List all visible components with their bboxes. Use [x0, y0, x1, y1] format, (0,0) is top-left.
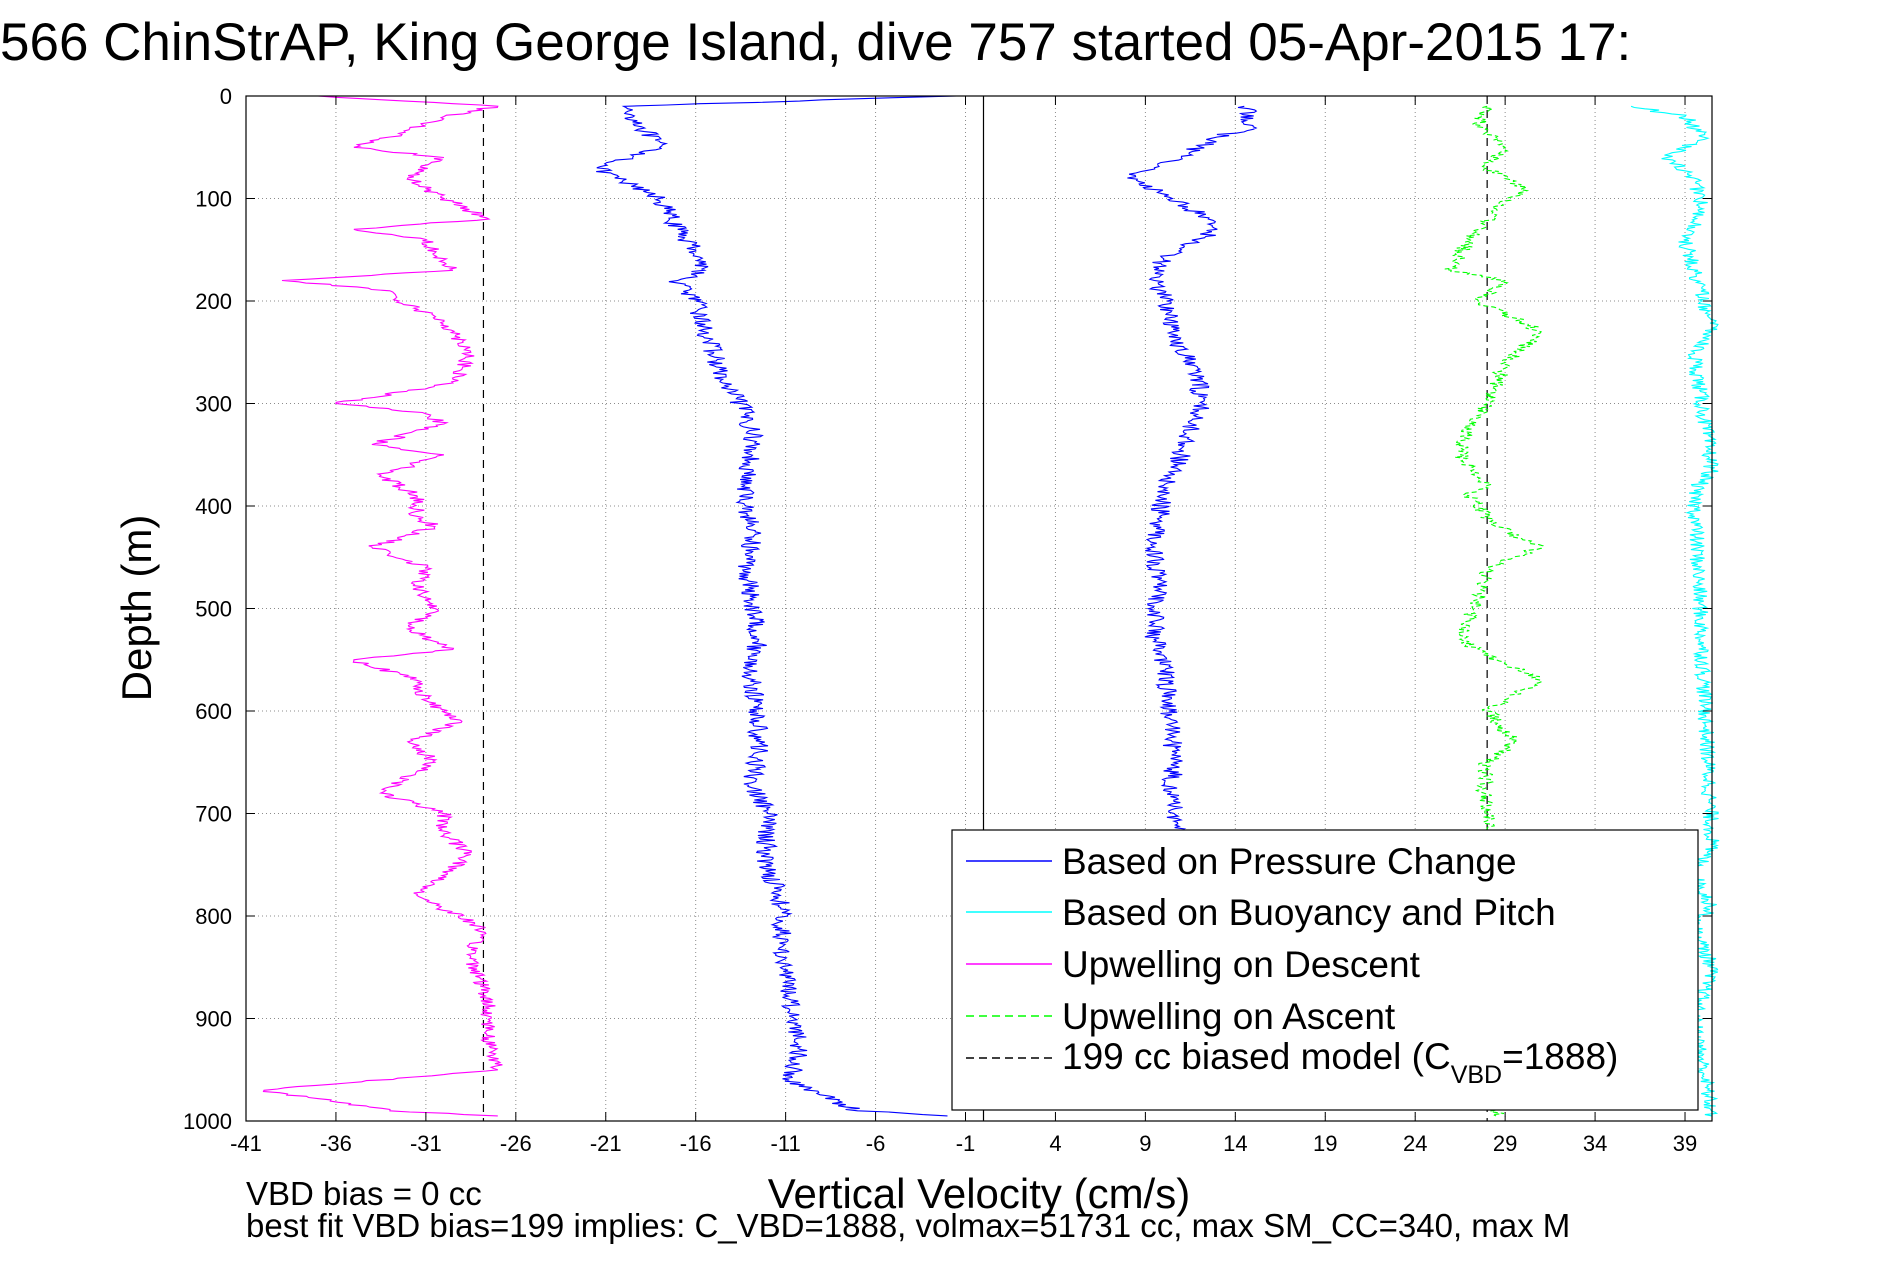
x-tick-label: -31 [410, 1131, 442, 1156]
series-line-upwelling-on-descent-2 [262, 95, 503, 1117]
x-axis: -41 -36 -31 -26 -21 -16 -11 -6 -1 4 9 14 19 24 29 34 39 [230, 96, 1697, 1156]
legend-label-upwelling-descent: Upwelling on Descent [1062, 944, 1421, 985]
x-tick-label: -41 [230, 1131, 262, 1156]
y-axis: 0 100 200 300 400 500 600 700 800 900 1000 [183, 84, 1712, 1134]
series-line-based-on-pressure-change-1 [1127, 105, 1258, 835]
series-layer [262, 95, 1720, 1117]
y-tick-label: 900 [195, 1007, 232, 1032]
x-tick-label: 14 [1223, 1131, 1247, 1156]
x-tick-label: -11 [771, 1131, 801, 1156]
x-tick-label: -21 [590, 1131, 622, 1156]
y-tick-label: 400 [195, 494, 232, 519]
x-axis-label: Vertical Velocity (cm/s) [768, 1170, 1190, 1217]
x-tick-label: -16 [680, 1131, 712, 1156]
x-tick-label: 24 [1403, 1131, 1427, 1156]
y-tick-label: 800 [195, 904, 232, 929]
y-tick-label: 200 [195, 289, 232, 314]
legend-label-upwelling-ascent: Upwelling on Ascent [1062, 996, 1396, 1037]
legend-label-biased-model: 199 cc biased model (CVBD=1888) [1062, 1036, 1618, 1089]
x-tick-label: 39 [1673, 1131, 1697, 1156]
footer-line-1: VBD bias = 0 cc [246, 1175, 482, 1212]
chart-title: 566 ChinStrAP, King George Island, dive … [0, 13, 1631, 72]
y-tick-label: 0 [220, 84, 232, 109]
series-line-based-on-buoyancy-and-pitch-4 [1630, 105, 1720, 1117]
y-axis-label: Depth (m) [113, 515, 160, 702]
y-tick-label: 700 [195, 802, 232, 827]
y-tick-label: 100 [195, 187, 232, 212]
y-tick-label: 300 [195, 392, 232, 417]
grid [245, 95, 1712, 1122]
legend-label-pressure-change: Based on Pressure Change [1062, 841, 1517, 882]
series-line-based-on-pressure-change-0 [596, 95, 957, 1117]
x-tick-label: 19 [1313, 1131, 1337, 1156]
x-tick-label: 4 [1049, 1131, 1061, 1156]
x-tick-label: -36 [320, 1131, 352, 1156]
x-tick-label: 29 [1493, 1131, 1517, 1156]
series-line-upwelling-on-ascent-3 [1444, 105, 1545, 1117]
legend-box [951, 829, 1699, 1111]
y-tick-label: 600 [195, 699, 232, 724]
y-tick-label: 500 [195, 597, 232, 622]
y-tick-label: 1000 [183, 1109, 232, 1134]
x-tick-label: 9 [1139, 1131, 1151, 1156]
footer-line-2: best fit VBD bias=199 implies: C_VBD=188… [246, 1207, 1570, 1244]
legend-label-buoyancy-pitch: Based on Buoyancy and Pitch [1062, 892, 1556, 933]
x-tick-label: -6 [866, 1131, 886, 1156]
legend: Based on Pressure Change Based on Buoyan… [951, 829, 1699, 1111]
x-tick-label: 34 [1583, 1131, 1607, 1156]
x-tick-label: -1 [956, 1131, 976, 1156]
x-tick-label: -26 [500, 1131, 532, 1156]
